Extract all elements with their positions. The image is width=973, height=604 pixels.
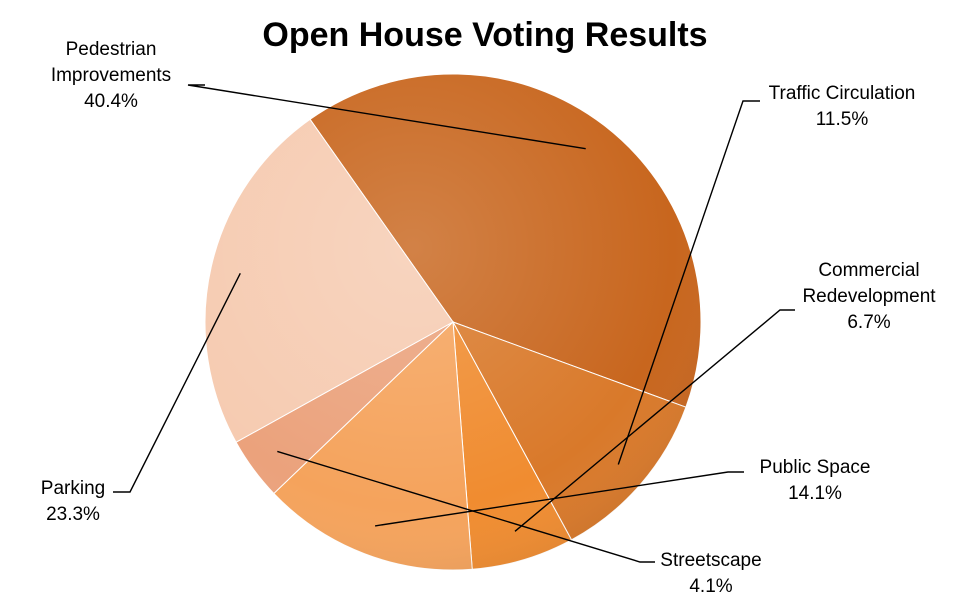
slice-labels: Pedestrian Improvements 40.4% Traffic Circu… bbox=[41, 39, 936, 597]
leader-line bbox=[374, 471, 744, 527]
slice-label: Parking 23.3% bbox=[41, 478, 105, 525]
slice-category-label: Commercial bbox=[818, 260, 919, 281]
slice-label: Streetscape 4.1% bbox=[660, 550, 761, 597]
leader-line bbox=[617, 100, 760, 465]
leader-line bbox=[113, 272, 241, 493]
slice-label: Public Space 14.1% bbox=[760, 457, 871, 504]
slice-category-label: Pedestrian bbox=[66, 39, 157, 60]
chart-title: Open House Voting Results bbox=[262, 16, 707, 54]
leader-line bbox=[277, 450, 655, 563]
leader-line bbox=[187, 84, 586, 150]
slice-value-label: 23.3% bbox=[46, 504, 100, 525]
slice-value-label: 14.1% bbox=[788, 483, 842, 504]
slice-category-label: Traffic Circulation bbox=[769, 83, 916, 104]
slice-value-label: 40.4% bbox=[84, 91, 138, 112]
slice-label: Pedestrian Improvements 40.4% bbox=[51, 39, 171, 112]
leader-lines bbox=[113, 84, 795, 563]
slice-category-label: Public Space bbox=[760, 457, 871, 478]
slice-value-label: 6.7% bbox=[847, 312, 890, 333]
slice-category-label: Streetscape bbox=[660, 550, 761, 571]
slice-label: Commercial Redevelopment 6.7% bbox=[802, 260, 936, 333]
slice-category-label: Parking bbox=[41, 478, 105, 499]
slice-value-label: 11.5% bbox=[816, 109, 869, 130]
leader-line bbox=[514, 309, 795, 532]
slice-value-label: 4.1% bbox=[689, 576, 732, 597]
slice-label: Traffic Circulation 11.5% bbox=[769, 83, 916, 130]
slice-category-label: Redevelopment bbox=[802, 286, 936, 307]
slice-category-label: Improvements bbox=[51, 65, 171, 86]
pie-slices bbox=[204, 73, 702, 571]
